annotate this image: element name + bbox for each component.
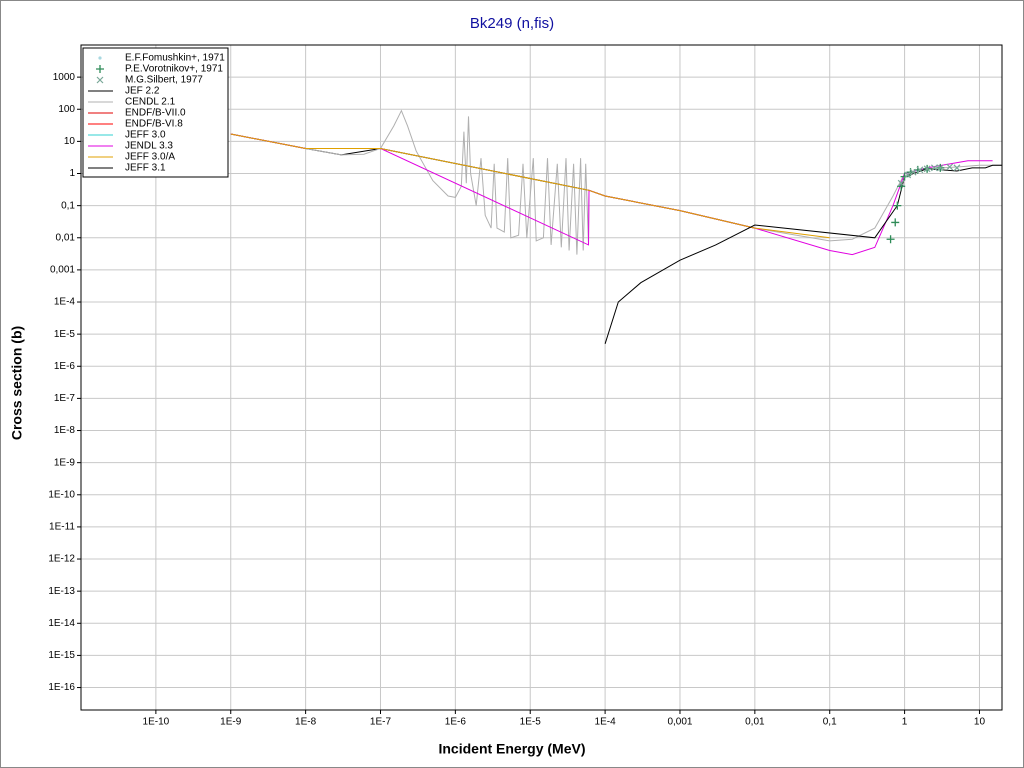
series-line <box>230 133 993 256</box>
legend-label: JEFF 3.0/A <box>125 152 175 163</box>
data-point <box>900 172 909 181</box>
legend-label: JENDL 3.3 <box>125 141 173 152</box>
legend-label: JEFF 3.1 <box>125 163 166 174</box>
y-tick-label: 1E-9 <box>54 457 76 468</box>
y-tick-label: 0,001 <box>50 265 75 276</box>
y-tick-label: 1E-4 <box>54 297 76 308</box>
x-tick-label: 1E-8 <box>295 717 317 728</box>
chart-title: Bk249 (n,fis) <box>470 15 554 32</box>
y-tick-label: 100 <box>58 104 75 115</box>
grid: 1E-10 1E-9 1E-8 1E-7 1E-6 1E-5 1E-4 0,001 0,01 0,… <box>48 45 1002 728</box>
legend-label: P.E.Vorotnikov+, 1971 <box>125 64 223 75</box>
legend-label: ENDF/B-VI.8 <box>125 119 183 130</box>
legend-marker <box>96 65 104 73</box>
plot-border <box>80 44 1003 711</box>
y-tick-label: 1E-14 <box>48 618 75 629</box>
data-point <box>916 166 924 174</box>
legend-label: ENDF/B-VII.0 <box>125 108 186 119</box>
legend-marker <box>98 56 102 60</box>
data-point <box>897 179 905 187</box>
legend-label: E.F.Fomushkin+, 1971 <box>125 53 225 64</box>
x-tick-label: 1E-7 <box>370 717 392 728</box>
x-tick-label: 1E-6 <box>445 717 467 728</box>
data-point <box>893 201 902 210</box>
x-tick-label: 0,01 <box>745 717 765 728</box>
legend-label: CENDL 2.1 <box>125 97 176 108</box>
y-tick-label: 0,1 <box>61 200 75 211</box>
y-tick-label: 1E-10 <box>48 489 75 500</box>
y-tick-label: 1E-8 <box>54 425 76 436</box>
x-tick-label: 1E-4 <box>595 717 617 728</box>
y-tick-label: 1E-16 <box>48 682 75 693</box>
data-point <box>953 164 961 172</box>
legend-label: JEF 2.2 <box>125 86 160 97</box>
x-axis-label: Incident Energy (MeV) <box>438 741 585 757</box>
legend-marker <box>96 76 104 84</box>
x-tick-label: 10 <box>974 717 986 728</box>
x-tick-label: 0,1 <box>823 717 837 728</box>
y-tick-label: 1E-13 <box>48 586 75 597</box>
data-point <box>936 164 944 172</box>
x-tick-label: 1 <box>902 717 908 728</box>
x-tick-label: 1E-5 <box>520 717 542 728</box>
data-point <box>923 165 931 173</box>
legend-label: JEFF 3.0 <box>125 130 166 141</box>
data-point <box>930 164 938 172</box>
x-tick-label: 1E-9 <box>220 717 242 728</box>
data-point <box>909 168 917 176</box>
y-tick-label: 1 <box>69 168 75 179</box>
y-tick-label: 1E-12 <box>48 554 75 565</box>
y-tick-label: 1E-15 <box>48 650 75 661</box>
data-point <box>904 171 912 179</box>
x-tick-label: 1E-10 <box>143 717 170 728</box>
plot <box>230 109 1002 344</box>
data-point <box>891 218 900 227</box>
legend-label: M.G.Silbert, 1977 <box>125 75 203 86</box>
x-tick-label: 0,001 <box>667 717 692 728</box>
y-tick-label: 1E-7 <box>54 393 76 404</box>
y-axis-label: Cross section (b) <box>9 326 25 440</box>
y-tick-label: 0,01 <box>56 232 76 243</box>
y-tick-label: 1E-6 <box>54 361 76 372</box>
y-tick-label: 10 <box>64 136 76 147</box>
data-point <box>946 163 954 171</box>
data-point <box>886 235 895 244</box>
series-line <box>230 133 830 239</box>
y-tick-label: 1E-5 <box>54 329 76 340</box>
y-tick-label: 1000 <box>53 72 76 83</box>
y-tick-label: 1E-11 <box>49 522 75 533</box>
